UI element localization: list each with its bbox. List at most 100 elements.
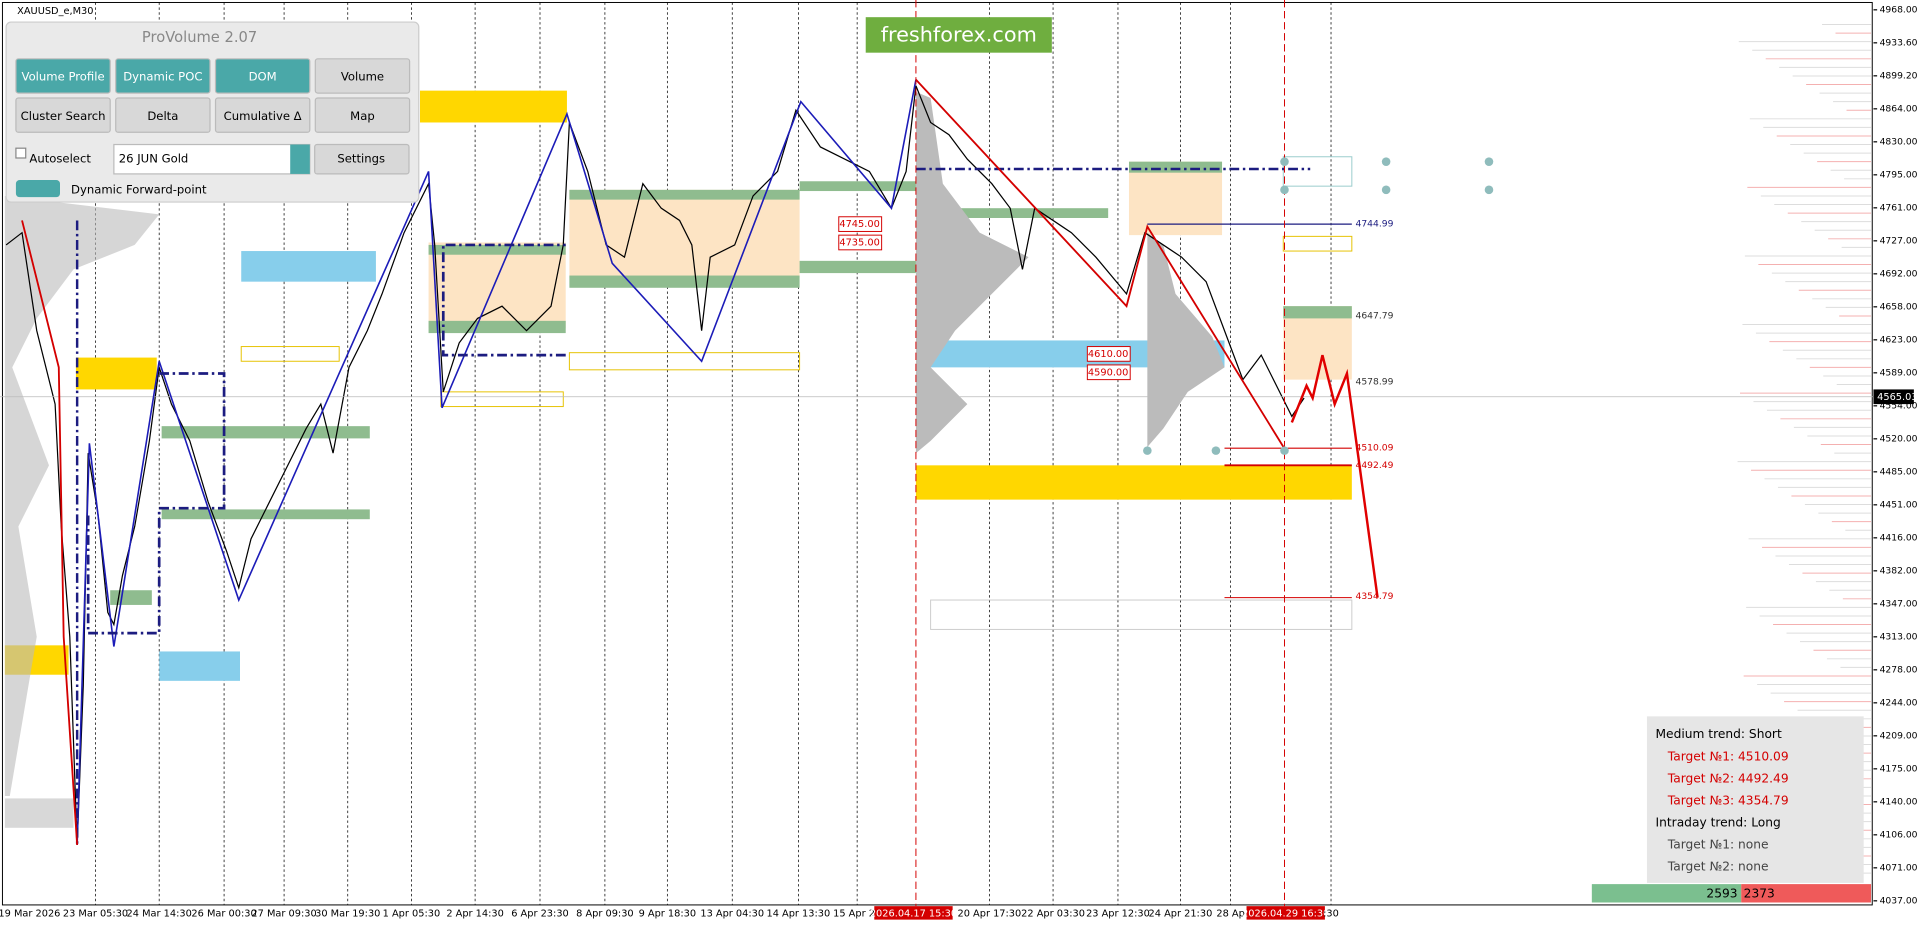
forward-point[interactable]: Dynamic Forward-point — [71, 182, 207, 196]
button-label[interactable]: Cluster Search — [21, 109, 106, 123]
price-label: 4658.00 — [1880, 301, 1918, 312]
settings-button[interactable] — [314, 143, 410, 175]
price-label: 4864.00 — [1880, 103, 1918, 114]
zone — [75, 357, 157, 390]
autoselect[interactable]: Autoselect — [29, 152, 91, 166]
price-label: 4727.00 — [1880, 235, 1918, 246]
anchor — [1484, 185, 1494, 195]
price-histogram — [1737, 24, 1872, 874]
price-label: 4451.00 — [1880, 499, 1918, 510]
zone — [161, 426, 370, 439]
level-label: 4578.99 — [1356, 377, 1394, 388]
provolume-panel: ProVolume 2.07 Volume Profile Dynamic POC… — [5, 21, 420, 203]
zone — [569, 275, 800, 288]
price-label: 4244.00 — [1880, 697, 1918, 708]
box-label-frame — [838, 234, 883, 251]
zone — [161, 509, 370, 520]
toggle[interactable] — [15, 180, 61, 198]
zone — [428, 320, 566, 334]
time-label: 6 Apr 23:30 — [511, 909, 569, 920]
price-label: 4106.00 — [1880, 829, 1918, 840]
price-axis: 4968.00 4933.60 4899.20 4864.00 4830.00 4795.… — [1873, 4, 1918, 906]
time-label: 8 Apr 09:30 — [576, 909, 634, 920]
time-label: 27 Mar 09:30 — [251, 909, 316, 920]
time-highlight — [1246, 906, 1325, 920]
instrument[interactable]: 26 JUN Gold — [119, 152, 189, 166]
price-label: 4830.00 — [1880, 136, 1918, 147]
info-box: Medium trend: Short Target №1: 4510.09 Ta… — [1591, 716, 1872, 903]
logo: freshforex.com — [881, 23, 1037, 47]
button-label[interactable]: DOM — [249, 70, 277, 84]
price-label: 4278.00 — [1880, 664, 1918, 675]
panel-button[interactable] — [115, 58, 211, 94]
instrument-select[interactable] — [113, 143, 311, 175]
button-label[interactable]: Dynamic POC — [123, 70, 202, 84]
anchor — [1381, 157, 1391, 166]
intraday-target: Target №2: none — [1667, 859, 1769, 873]
panel-button[interactable] — [15, 58, 111, 94]
anchor — [1280, 157, 1289, 166]
price-label: 4968.00 — [1880, 4, 1918, 15]
box-label-frame — [838, 216, 883, 232]
panel-button[interactable] — [314, 97, 411, 133]
time-label: 14 Apr 13:30 — [766, 909, 830, 920]
buy-bar — [1591, 884, 1742, 903]
time-label: 20 Apr 17:30 — [957, 909, 1021, 920]
intraday-trend: Intraday trend: Long — [1656, 815, 1781, 829]
zigzag — [915, 78, 1287, 452]
zone — [924, 208, 1109, 218]
button-label[interactable]: Volume — [341, 70, 384, 84]
zone — [569, 189, 800, 200]
zone — [240, 346, 340, 362]
price-label: 4589.00 — [1880, 367, 1918, 378]
zone — [1282, 156, 1353, 187]
panel-button[interactable] — [214, 58, 311, 94]
medium-trend: Medium trend: Short — [1656, 727, 1782, 741]
settings[interactable]: Settings — [337, 152, 385, 166]
box-label: 4745.00 — [839, 219, 879, 230]
zone — [1282, 235, 1353, 252]
zone — [420, 90, 567, 123]
price-label: 4416.00 — [1880, 532, 1918, 543]
time-label: 23 Apr 12:30 — [1086, 909, 1150, 920]
checkbox[interactable] — [15, 147, 27, 159]
button-label[interactable]: Map — [350, 109, 375, 123]
price-label: 4485.00 — [1880, 466, 1918, 477]
anchor — [1484, 157, 1494, 166]
medium-target: Target №1: 4510.09 — [1667, 749, 1789, 763]
box-label-frame — [1086, 364, 1131, 381]
select-arrow[interactable] — [290, 144, 310, 174]
zone — [930, 599, 1353, 630]
time-label: 30 Mar 19:30 — [315, 909, 380, 920]
time-label: 2026.04.29 16:30 — [1242, 909, 1329, 920]
time-label: 2026.04.17 15:30 — [870, 909, 957, 920]
button-label[interactable]: Volume Profile — [22, 70, 105, 84]
level-line — [86, 372, 226, 635]
button-label[interactable]: Cumulative Δ — [224, 109, 302, 123]
current-price-box — [1873, 389, 1914, 405]
level-line — [441, 243, 566, 357]
price-label: 4313.00 — [1880, 631, 1918, 642]
window-title: XAUUSD_e,M30 — [17, 6, 93, 17]
panel-button[interactable] — [15, 97, 111, 133]
panel-button[interactable] — [115, 97, 211, 133]
price-label: 4347.00 — [1880, 598, 1918, 609]
price-label: 4623.00 — [1880, 334, 1918, 345]
volume-profile — [915, 91, 1029, 454]
panel-button[interactable] — [214, 97, 311, 133]
anchor — [1143, 446, 1152, 455]
panel-button[interactable] — [314, 58, 411, 94]
anchor — [1280, 446, 1289, 455]
anchor — [1211, 446, 1221, 455]
zone — [4, 798, 74, 828]
time-label: 23 Mar 05:30 — [63, 909, 128, 920]
level-labels: 4744.99 4647.79 4578.99 4510.09 4492.49 4354.… — [1356, 219, 1394, 602]
volume-profile — [1147, 232, 1225, 447]
price-label: 4209.00 — [1880, 730, 1918, 741]
button-label[interactable]: Delta — [147, 109, 178, 123]
time-highlight — [874, 906, 953, 920]
volume-profiles — [4, 91, 1225, 796]
zone — [1128, 161, 1223, 236]
zone — [241, 251, 376, 282]
